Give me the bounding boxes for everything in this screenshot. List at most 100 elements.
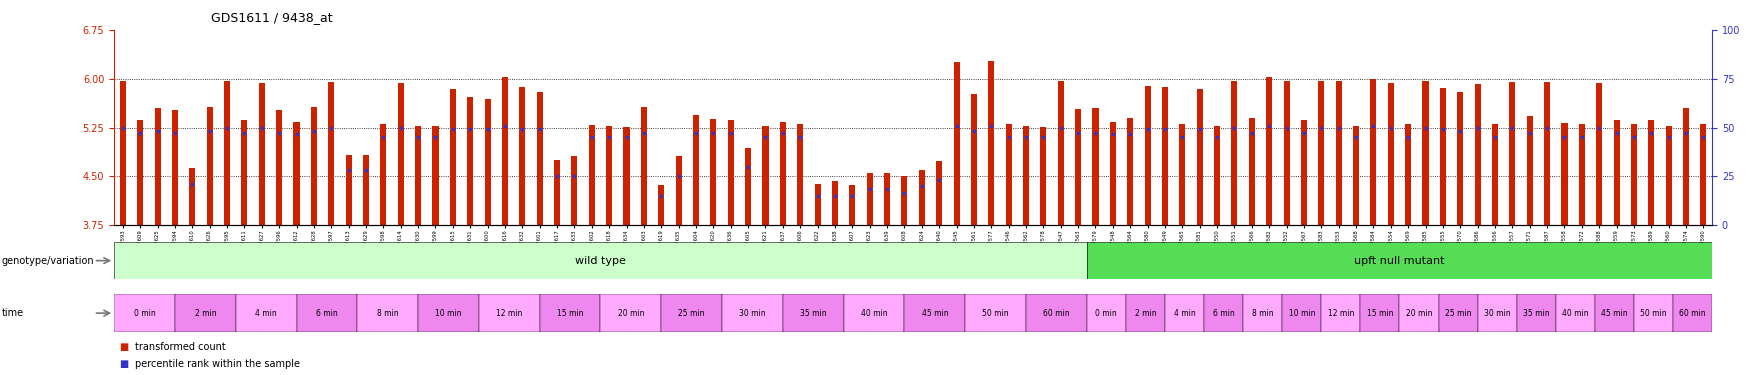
Bar [1023,126,1028,225]
Bar [1555,294,1594,332]
Text: 20 min: 20 min [1406,309,1432,318]
Bar [1320,294,1360,332]
Bar [842,294,904,332]
Bar [119,81,126,225]
Bar [867,173,872,225]
Bar [971,94,976,225]
Bar [935,161,942,225]
Bar [356,294,418,332]
Bar [154,108,160,225]
Bar [1204,294,1243,332]
Bar [1439,88,1444,225]
Bar [1681,108,1688,225]
Bar [381,124,386,225]
Bar [1074,109,1081,225]
Bar [918,170,925,225]
Text: 12 min: 12 min [497,309,523,318]
Bar [1613,120,1618,225]
Bar [1243,294,1281,332]
Bar [418,294,479,332]
Bar [346,155,351,225]
Bar [311,107,316,225]
Text: 12 min: 12 min [1327,309,1353,318]
Text: GDS1611 / 9438_at: GDS1611 / 9438_at [211,11,332,24]
Text: 2 min: 2 min [1134,309,1155,318]
Text: 2 min: 2 min [195,309,216,318]
Bar [479,294,539,332]
Text: 35 min: 35 min [1522,309,1548,318]
Bar [1595,83,1601,225]
Bar [1318,81,1323,225]
Text: 10 min: 10 min [1288,309,1314,318]
Bar [900,176,907,225]
Bar [449,89,456,225]
Bar [1369,79,1376,225]
Bar [432,126,439,225]
Bar [783,294,842,332]
Bar [1300,120,1306,225]
Bar [502,77,507,225]
Bar [1351,126,1358,225]
Text: 20 min: 20 min [618,309,644,318]
Bar [293,122,300,225]
Bar [539,294,600,332]
Bar [988,60,993,225]
Bar [965,294,1025,332]
Text: 40 min: 40 min [860,309,886,318]
Bar [467,97,474,225]
Bar [693,115,698,225]
Bar [414,126,421,225]
Text: 8 min: 8 min [377,309,398,318]
Bar [832,182,837,225]
Text: 35 min: 35 min [800,309,827,318]
Bar [953,62,958,225]
Bar [1404,124,1411,225]
Bar [605,126,612,225]
Bar [727,120,734,225]
Bar [1673,294,1711,332]
Bar [1213,126,1220,225]
Bar [1632,294,1673,332]
Bar [641,107,646,225]
Bar [1164,294,1204,332]
Bar [1360,294,1399,332]
Text: 25 min: 25 min [677,309,704,318]
Bar [1476,294,1516,332]
Text: transformed count: transformed count [135,342,226,352]
Bar [1283,81,1288,225]
Bar [849,185,855,225]
Bar [623,127,630,225]
Bar [1386,83,1393,225]
Bar [1092,108,1099,225]
Bar [1492,124,1497,225]
Bar [1109,122,1114,225]
Bar [484,99,490,225]
Text: 4 min: 4 min [1172,309,1195,318]
Bar [1179,124,1185,225]
Bar [1422,81,1429,225]
Bar [1336,81,1341,225]
Bar [137,120,144,225]
Bar [1025,294,1086,332]
Bar [1516,294,1555,332]
Text: genotype/variation: genotype/variation [2,256,95,266]
Text: 50 min: 50 min [981,309,1009,318]
Text: 8 min: 8 min [1251,309,1272,318]
Bar [662,294,721,332]
Text: wild type: wild type [574,256,625,266]
Bar [114,242,1086,279]
Text: time: time [2,308,25,318]
Bar [744,148,751,225]
Bar [779,122,786,225]
Bar [1457,92,1462,225]
Bar [721,294,783,332]
Text: 50 min: 50 min [1639,309,1665,318]
Bar [1630,124,1636,225]
Bar [570,156,577,225]
Bar [1437,294,1476,332]
Text: ■: ■ [119,342,128,352]
Bar [1281,294,1320,332]
Bar [1399,294,1437,332]
Bar [904,294,965,332]
Bar [176,294,235,332]
